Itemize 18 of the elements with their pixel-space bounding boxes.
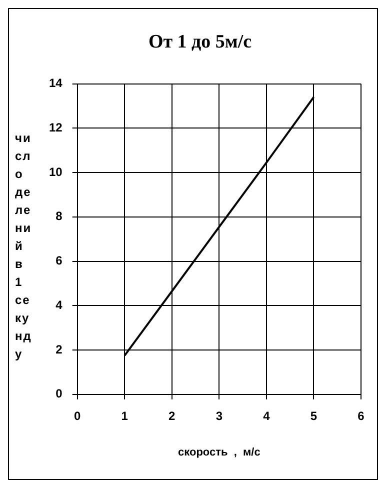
x-tick-label: 0 [74, 408, 82, 423]
text: число делений в 1 секунду [15, 131, 32, 361]
y-tick-label: 14 [48, 76, 63, 90]
y-tick-label: 8 [56, 209, 63, 224]
y-tick-label: 12 [48, 120, 63, 134]
x-tick-label: 2 [168, 408, 176, 423]
x-tick-label: 6 [358, 408, 365, 423]
x-tick-label: 4 [263, 408, 270, 423]
y-tick-label: 2 [56, 342, 63, 356]
y-tick-label: 6 [56, 254, 63, 268]
x-tick-label: 5 [310, 408, 318, 423]
x-tick-label: 3 [216, 408, 223, 423]
chart-title: От 1 до 5м/с [148, 31, 252, 52]
x-axis-title: скорость , м/с [178, 446, 260, 458]
x-tick-label: 1 [121, 408, 128, 423]
y-tick-label: 10 [48, 164, 63, 179]
y-tick-label: 4 [56, 298, 63, 312]
y-tick-label: 0 [56, 386, 63, 401]
